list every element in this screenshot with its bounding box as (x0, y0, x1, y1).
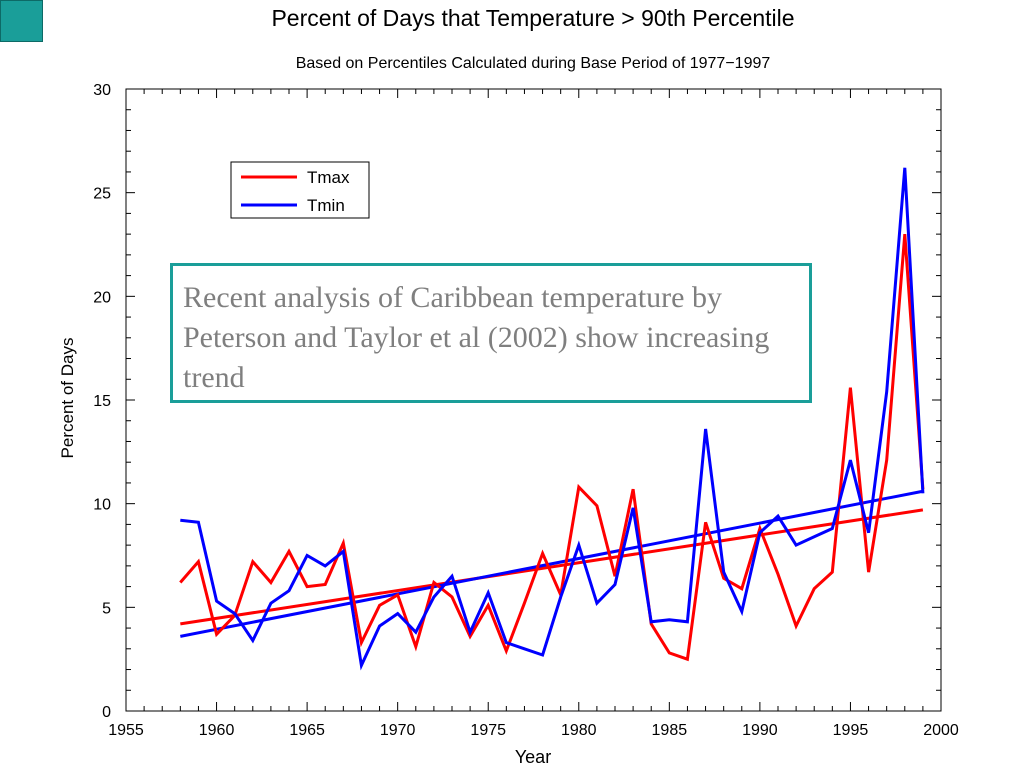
x-tick-label: 1965 (289, 722, 325, 739)
x-tick-label: 1975 (470, 722, 506, 739)
x-tick-label: 1985 (652, 722, 688, 739)
legend-label-tmax: Tmax (307, 168, 350, 187)
corner-accent-square (0, 0, 43, 42)
y-tick-label: 20 (93, 289, 111, 306)
chart-subtitle: Based on Percentiles Calculated during B… (296, 55, 771, 72)
x-tick-label: 1980 (561, 722, 597, 739)
callout-text: Recent analysis of Caribbean temperature… (183, 281, 770, 394)
y-tick-label: 5 (102, 600, 111, 617)
trend-line-tmax (180, 508, 924, 626)
y-axis-label: Percent of Days (58, 338, 77, 459)
legend: Tmax Tmin (230, 161, 370, 219)
x-tick-label: 1995 (833, 722, 869, 739)
x-tick-label: 1970 (380, 722, 416, 739)
legend-label-tmin: Tmin (307, 196, 345, 215)
legend-box (230, 161, 370, 219)
callout-box: Recent analysis of Caribbean temperature… (170, 263, 812, 403)
y-tick-label: 25 (93, 186, 111, 203)
x-tick-label: 1960 (199, 722, 235, 739)
y-tick-label: 15 (93, 393, 111, 410)
y-tick-label: 0 (102, 704, 111, 721)
series-line-tmax (179, 233, 925, 662)
x-tick-label: 2000 (923, 722, 959, 739)
trend-line-tmin (180, 489, 924, 638)
x-axis-label: Year (515, 747, 551, 767)
y-tick-label: 10 (93, 497, 111, 514)
x-tick-label: 1990 (742, 722, 778, 739)
chart-title: Percent of Days that Temperature > 90th … (271, 5, 794, 31)
x-tick-label: 1955 (108, 722, 144, 739)
series-line-tmin (180, 167, 925, 671)
y-tick-label: 30 (93, 82, 111, 99)
